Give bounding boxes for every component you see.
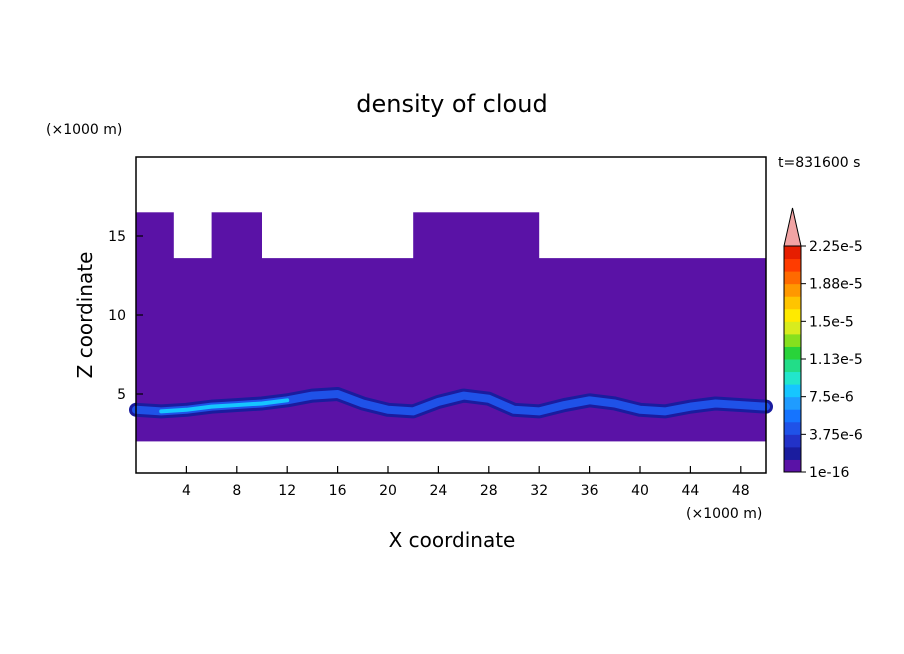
colorbar-label: 7.5e-6 <box>809 390 854 406</box>
colorbar-segment <box>784 346 801 360</box>
colorbar-segment <box>784 308 801 322</box>
upper-cloud-patch-3 <box>413 212 540 260</box>
colorbar: 1e-16 3.75e-6 7.5e-6 1.13e-5 1.5e-5 1.88e-5 2.… <box>783 207 863 481</box>
colorbar-segment <box>784 409 801 423</box>
upper-cloud-patch-2 <box>211 212 262 260</box>
colorbar-segment <box>784 459 801 473</box>
colorbar-label: 1.13e-5 <box>809 352 863 368</box>
x-tick-label: 24 <box>429 483 447 499</box>
colorbar-label: 1.5e-5 <box>809 314 854 330</box>
plot-area <box>129 156 773 474</box>
chart-title: density of cloud <box>356 90 547 118</box>
colorbar-extend-arrow <box>783 207 802 247</box>
y-tick-label: 15 <box>108 229 126 245</box>
colorbar-segment <box>784 321 801 335</box>
x-tick-label: 8 <box>232 483 241 499</box>
colorbar-segment <box>784 283 801 297</box>
contour-line-3 <box>159 398 290 414</box>
colorbar-segment <box>784 421 801 435</box>
time-label: t=831600 s <box>778 155 860 171</box>
x-axis-label: X coordinate <box>389 528 516 552</box>
x-tick-label: 12 <box>278 483 296 499</box>
y-tick-label: 5 <box>117 387 126 403</box>
colorbar-segment <box>784 384 801 398</box>
colorbar-label: 1.88e-5 <box>809 277 863 293</box>
x-tick-label: 48 <box>732 483 750 499</box>
x-tick-label: 4 <box>182 483 191 499</box>
colorbar-label: 3.75e-6 <box>809 427 863 443</box>
x-tick-label: 36 <box>581 483 599 499</box>
colorbar-segment <box>784 246 801 260</box>
y-unit-label: (×1000 m) <box>46 122 122 138</box>
x-axis-ticks: 4 8 12 16 20 24 28 32 36 40 44 48 <box>182 466 750 499</box>
colorbar-segment <box>784 258 801 272</box>
colorbar-segment <box>784 271 801 285</box>
colorbar-segment <box>784 371 801 385</box>
colorbar-segment <box>784 333 801 347</box>
colorbar-segment <box>784 446 801 460</box>
x-tick-label: 28 <box>480 483 498 499</box>
colorbar-segment <box>784 434 801 448</box>
y-tick-label: 10 <box>108 308 126 324</box>
x-tick-label: 20 <box>379 483 397 499</box>
x-tick-label: 44 <box>681 483 699 499</box>
y-axis-ticks: 5 10 15 <box>108 229 143 403</box>
x-tick-label: 32 <box>530 483 548 499</box>
colorbar-label: 2.25e-5 <box>809 239 863 255</box>
colorbar-segment <box>784 396 801 410</box>
x-tick-label: 40 <box>631 483 649 499</box>
x-unit-label: (×1000 m) <box>686 506 762 522</box>
y-axis-label: Z coordinate <box>73 252 97 379</box>
x-tick-label: 16 <box>329 483 347 499</box>
colorbar-segment <box>784 296 801 310</box>
colorbar-label: 1e-16 <box>809 465 849 481</box>
colorbar-segment <box>784 359 801 373</box>
